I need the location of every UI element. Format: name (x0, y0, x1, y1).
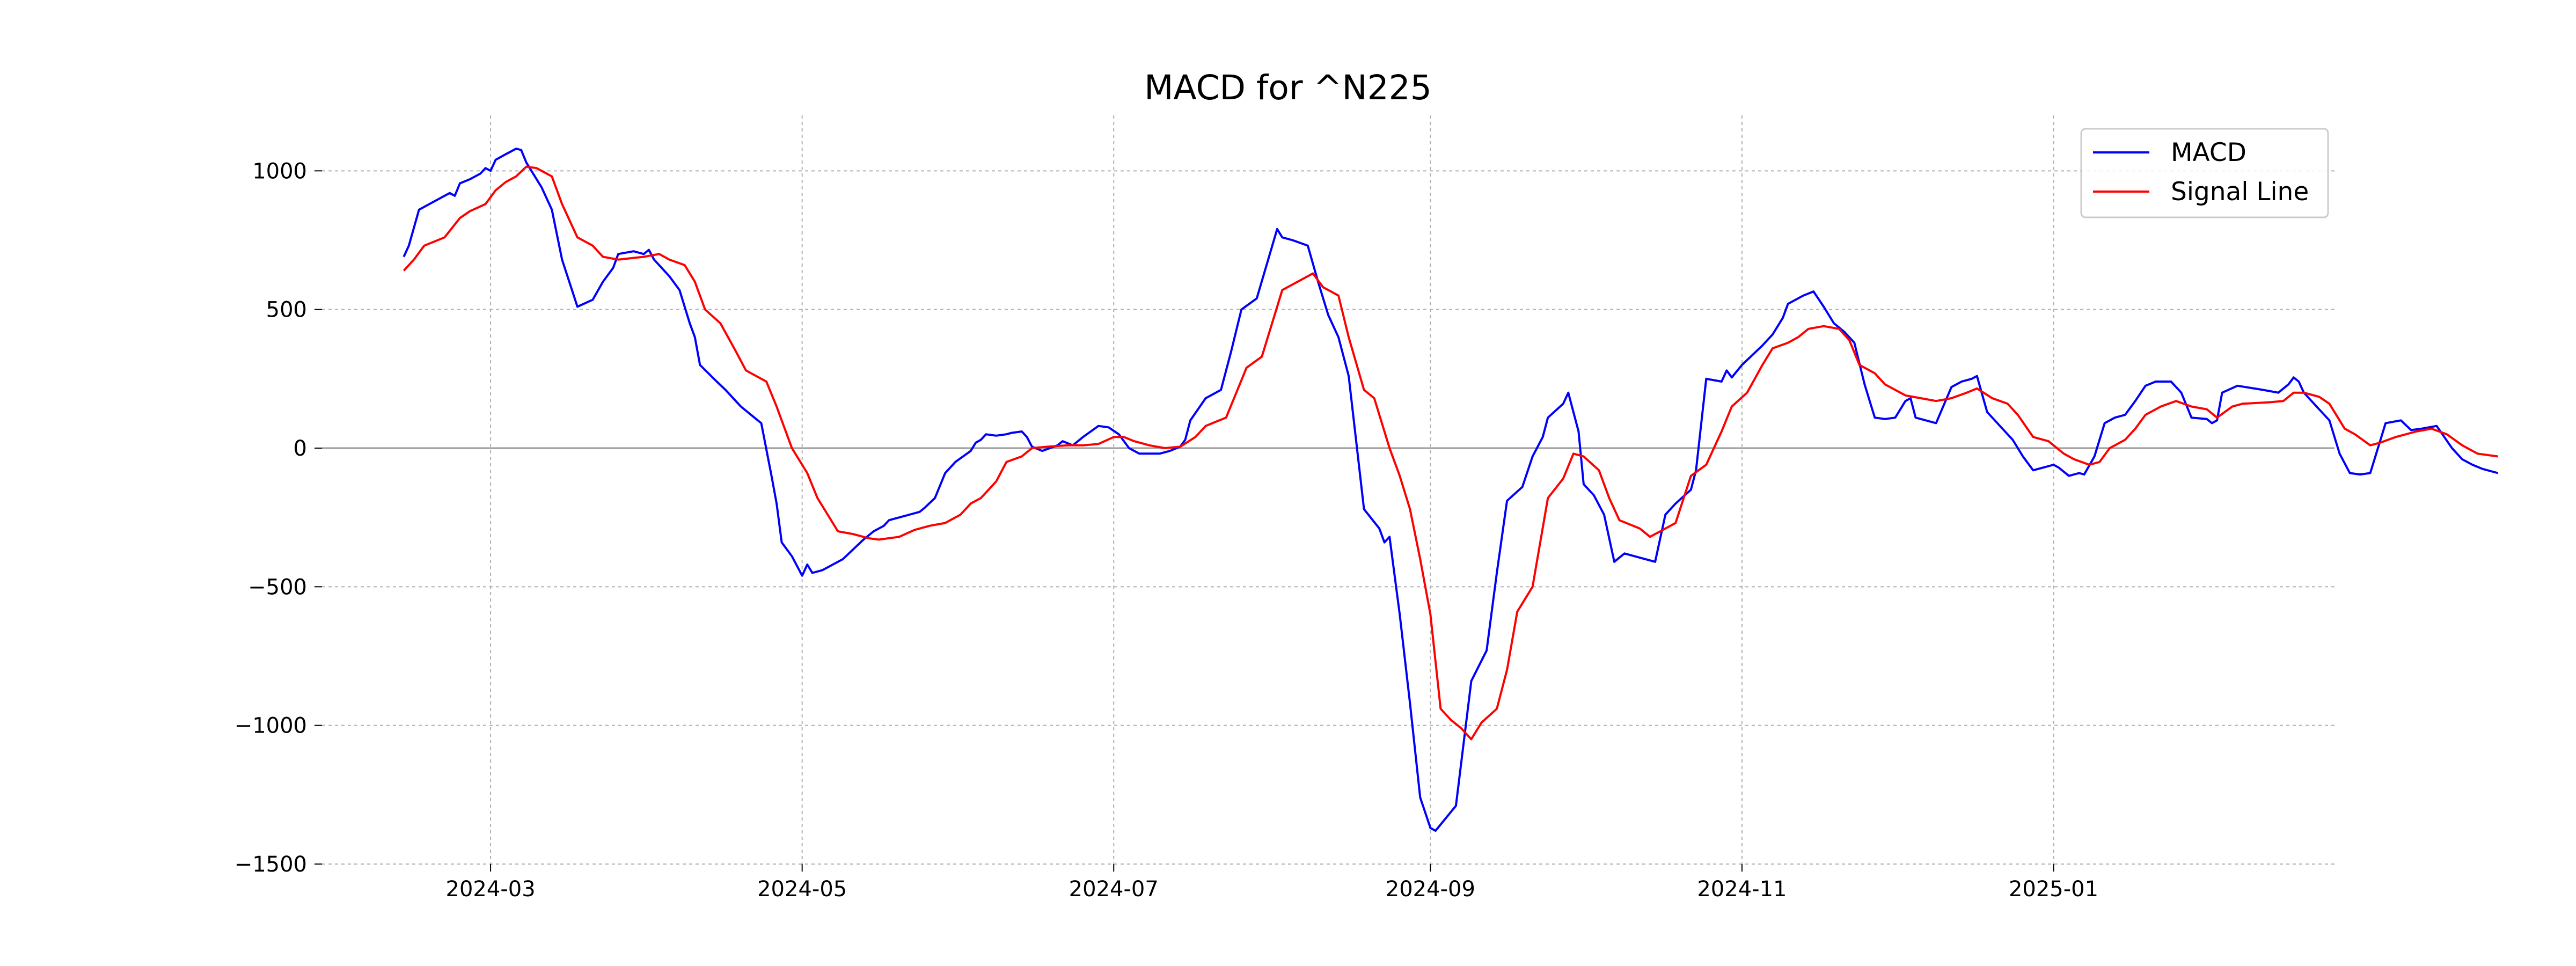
series-line-signal-line (402, 165, 2498, 741)
legend: MACD Signal Line (2080, 128, 2329, 218)
y-tick-label: −1000 (235, 714, 307, 738)
x-tick-label: 2024-11 (1697, 877, 1787, 902)
y-tick-label: 500 (266, 298, 307, 323)
x-tick-label: 2024-03 (446, 877, 536, 902)
legend-label-macd: MACD (2171, 138, 2246, 167)
x-tick-label: 2024-05 (757, 877, 847, 902)
legend-box (2080, 128, 2329, 218)
y-gridlines (322, 170, 2334, 865)
series-line-macd (402, 148, 2499, 832)
x-tick-label: 2025-01 (2009, 877, 2098, 902)
x-axis-ticks: 2024-03 2024-05 2024-07 2024-09 2024-11 2025-… (446, 864, 2098, 902)
chart-title: MACD for ^N225 (1144, 68, 1432, 107)
y-tick-label: 0 (294, 436, 307, 461)
y-tick-label: −1500 (235, 852, 307, 877)
series-layer (402, 148, 2499, 832)
y-tick-label: 1000 (252, 159, 307, 184)
x-gridlines (490, 115, 2054, 864)
x-tick-label: 2024-09 (1386, 877, 1475, 902)
x-tick-label: 2024-07 (1069, 877, 1159, 902)
legend-label-signal-line: Signal Line (2171, 177, 2309, 207)
y-axis-ticks: 1000 500 0 −500 −1000 −1500 (235, 159, 322, 877)
y-tick-label: −500 (248, 575, 307, 599)
